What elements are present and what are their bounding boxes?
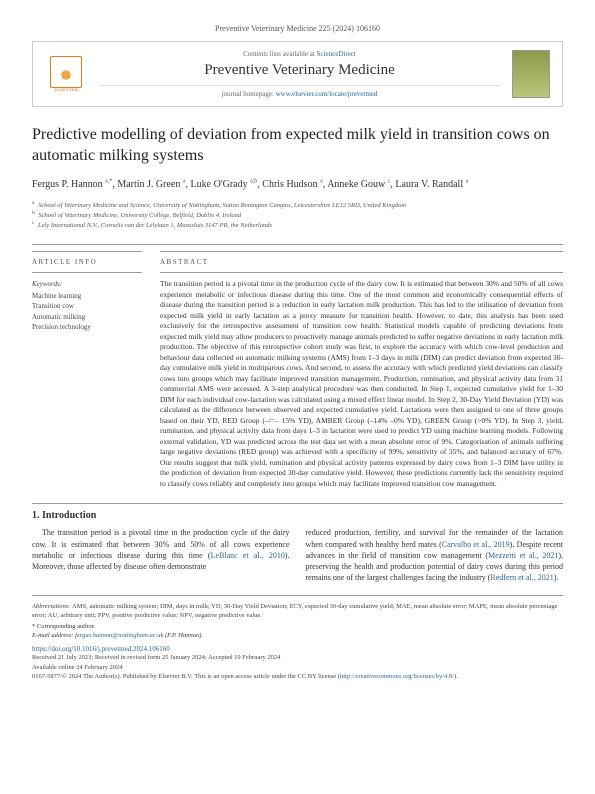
affiliations: a School of Veterinary Medicine and Scie… bbox=[32, 200, 563, 231]
copyright-pre: 0167-5877/© 2024 The Author(s). Publishe… bbox=[32, 673, 340, 680]
publisher-name: ELSEVIER bbox=[54, 88, 78, 93]
abbrev-text: AMS, automatic milking system; DIM, days… bbox=[32, 603, 557, 619]
email-suffix: (F.P. Hannon). bbox=[163, 632, 203, 639]
received-line: Received 21 July 2023; Received in revis… bbox=[32, 653, 563, 662]
intro-text-2d: ). bbox=[554, 573, 559, 582]
available-line: Available online 24 February 2024 bbox=[32, 663, 563, 672]
keyword: Precision technology bbox=[32, 322, 142, 333]
keywords-block: Keywords: Machine learningTransition cow… bbox=[32, 279, 142, 333]
contents-line: Contents lists available at ScienceDirec… bbox=[99, 50, 500, 58]
affiliation-line: a School of Veterinary Medicine and Scie… bbox=[32, 200, 563, 210]
homepage-link[interactable]: www.elsevier.com/locate/prevetmed bbox=[276, 90, 378, 98]
abstract-text: The transition period is a pivotal time … bbox=[160, 279, 563, 489]
article-info-heading: ARTICLE INFO bbox=[32, 258, 142, 266]
footer-rule bbox=[32, 595, 563, 596]
keyword: Automatic milking bbox=[32, 312, 142, 323]
elsevier-tree-icon bbox=[50, 56, 82, 88]
ref-mezzetti[interactable]: Mezzetti et al., 2021 bbox=[488, 551, 558, 560]
doi-link[interactable]: https://doi.org/10.1016/j.prevetmed.2024… bbox=[32, 645, 170, 653]
running-head: Preventive Veterinary Medicine 225 (2024… bbox=[32, 24, 563, 33]
info-abstract-row: ARTICLE INFO Keywords: Machine learningT… bbox=[32, 251, 563, 489]
abstract-heading: ABSTRACT bbox=[160, 258, 563, 266]
abbrev-label: Abbreviations: bbox=[32, 603, 72, 610]
keywords-label: Keywords: bbox=[32, 279, 142, 290]
abs-rule bbox=[160, 251, 563, 252]
journal-header-box: ELSEVIER Contents lists available at Sci… bbox=[32, 41, 563, 107]
contents-prefix: Contents lists available at bbox=[243, 50, 317, 58]
info-rule-2 bbox=[32, 272, 142, 273]
doi-line: https://doi.org/10.1016/j.prevetmed.2024… bbox=[32, 645, 563, 653]
rule-top bbox=[32, 244, 563, 245]
introduction-columns: The transition period is a pivotal time … bbox=[32, 527, 563, 583]
homepage-prefix: journal homepage: bbox=[222, 90, 276, 98]
homepage-line: journal homepage: www.elsevier.com/locat… bbox=[99, 85, 500, 98]
journal-name: Preventive Veterinary Medicine bbox=[99, 62, 500, 79]
corresponding-author: * Corresponding author. bbox=[32, 623, 563, 630]
email-label: E-mail address: bbox=[32, 632, 75, 639]
info-rule bbox=[32, 251, 142, 252]
abbreviations: Abbreviations: AMS, automatic milking sy… bbox=[32, 602, 563, 620]
email-link[interactable]: fergus.hannon@nottingham.ac.uk bbox=[75, 632, 163, 639]
affiliation-line: b School of Veterinary Medicine, Univers… bbox=[32, 210, 563, 220]
article-info-column: ARTICLE INFO Keywords: Machine learningT… bbox=[32, 251, 142, 489]
ref-redfern[interactable]: Redfern et al., 2021 bbox=[490, 573, 553, 582]
sciencedirect-link[interactable]: ScienceDirect bbox=[317, 50, 356, 58]
intro-col-1: The transition period is a pivotal time … bbox=[32, 527, 290, 583]
journal-cover-thumbnail bbox=[512, 50, 550, 98]
copyright-line: 0167-5877/© 2024 The Author(s). Publishe… bbox=[32, 672, 563, 681]
abstract-column: ABSTRACT The transition period is a pivo… bbox=[160, 251, 563, 489]
header-center: Contents lists available at ScienceDirec… bbox=[99, 50, 500, 98]
affiliation-line: c Lely International N.V., Cornelis van … bbox=[32, 220, 563, 230]
intro-col-2: reduced production, fertility, and survi… bbox=[306, 527, 564, 583]
introduction-heading: 1. Introduction bbox=[32, 510, 563, 521]
elsevier-logo: ELSEVIER bbox=[45, 50, 87, 98]
article-title: Predictive modelling of deviation from e… bbox=[32, 125, 563, 167]
email-line: E-mail address: fergus.hannon@nottingham… bbox=[32, 632, 563, 639]
copyright-post: ). bbox=[454, 673, 458, 680]
abs-rule-2 bbox=[160, 272, 563, 273]
keyword: Machine learning bbox=[32, 291, 142, 302]
ref-leblanc[interactable]: LeBlanc et al., 2010 bbox=[211, 551, 285, 560]
keyword: Transition cow bbox=[32, 301, 142, 312]
ref-carvalho[interactable]: Carvalho et al., 2019 bbox=[442, 540, 510, 549]
license-link[interactable]: http://creativecommons.org/licenses/by/4… bbox=[340, 673, 454, 680]
author-list: Fergus P. Hannon a,*, Martin J. Green a,… bbox=[32, 177, 563, 192]
rule-mid bbox=[32, 503, 563, 504]
